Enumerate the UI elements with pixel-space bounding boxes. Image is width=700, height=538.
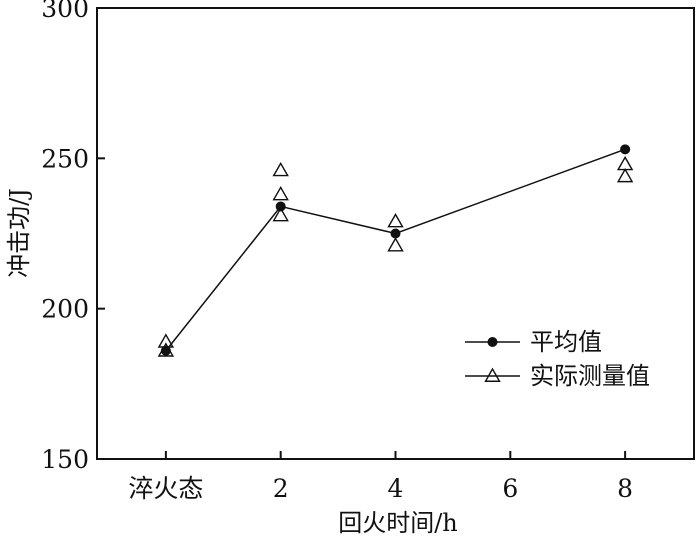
average-series-line — [165, 148, 626, 352]
average-value-marker — [620, 144, 631, 155]
x-tick-label: 2 — [273, 474, 289, 503]
measured-value-marker — [387, 213, 404, 228]
legend-measured-marker — [484, 367, 501, 382]
measured-value-marker — [272, 207, 289, 222]
measured-value-marker — [387, 237, 404, 252]
legend-measured-label: 实际测量值 — [530, 362, 650, 390]
x-tick-label: 8 — [617, 474, 633, 503]
legend-average-marker — [487, 337, 498, 347]
legend-average-label: 平均值 — [530, 328, 602, 356]
y-tick-label: 300 — [41, 0, 89, 23]
measured-value-marker — [616, 155, 634, 171]
measured-value-marker — [272, 186, 289, 201]
x-tick-label: 淬火态 — [128, 474, 203, 503]
x-tick-label: 4 — [388, 474, 404, 503]
average-value-marker — [160, 345, 171, 356]
average-value-marker — [390, 228, 401, 239]
measured-value-marker — [272, 161, 289, 177]
y-tick-label: 200 — [41, 295, 89, 324]
average-value-marker — [275, 201, 286, 212]
measured-value-marker — [616, 167, 634, 183]
y-tick-label: 250 — [41, 144, 89, 173]
x-tick-label: 6 — [502, 474, 518, 503]
x-axis-title: 回火时间/h — [338, 509, 458, 537]
y-tick-label: 150 — [41, 445, 89, 474]
y-axis-title: 冲击功/J — [5, 188, 33, 278]
